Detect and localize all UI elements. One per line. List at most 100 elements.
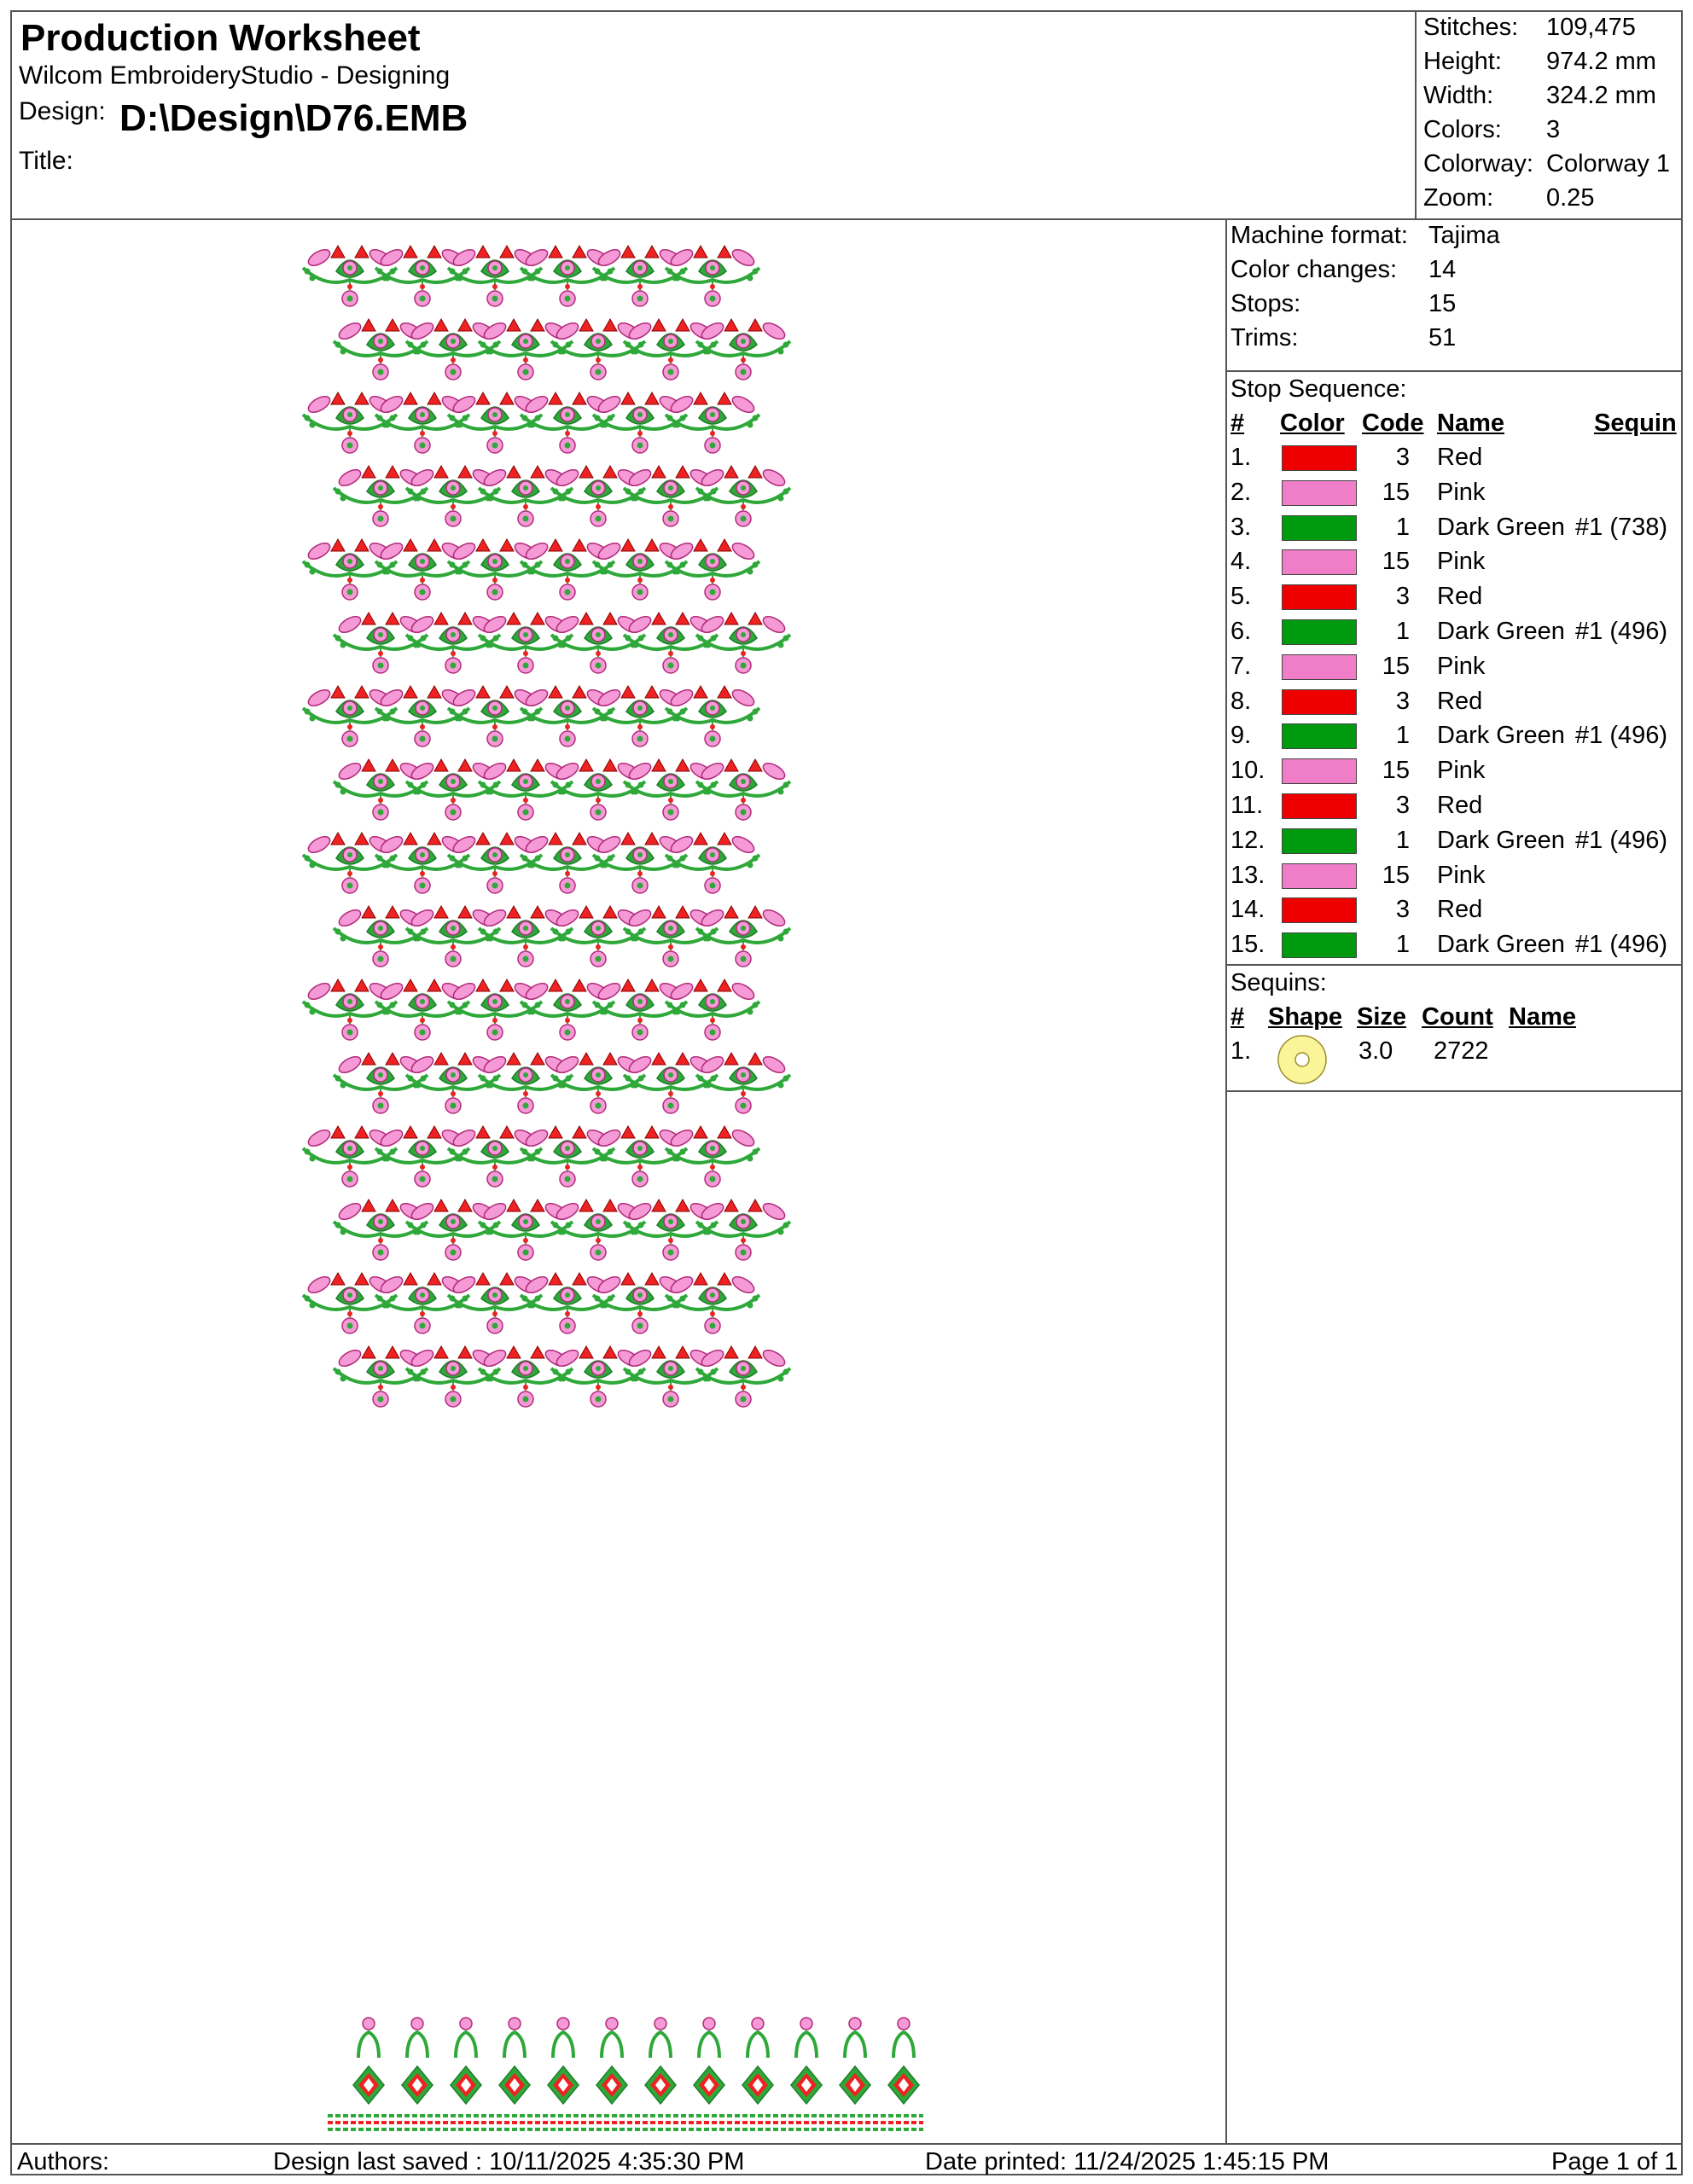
floral-border-row xyxy=(332,904,792,968)
border-diamond xyxy=(400,2016,434,2106)
stop-row-num: 8. xyxy=(1230,687,1252,715)
sequin-size: 3.0 xyxy=(1358,1037,1393,1065)
floral-motif xyxy=(301,1271,399,1335)
floral-motif xyxy=(404,611,502,675)
stop-row-code: 3 xyxy=(1395,444,1410,471)
floral-motif xyxy=(622,1198,719,1262)
worksheet-details-panel: Machine format: Tajima Color changes: 14… xyxy=(1227,220,1683,2145)
floral-motif xyxy=(519,391,616,455)
floral-motif xyxy=(446,1124,544,1188)
floral-motif xyxy=(591,1124,689,1188)
color-swatch xyxy=(1282,793,1357,819)
floral-border-row xyxy=(332,758,792,822)
floral-motif xyxy=(664,537,761,601)
stop-row-name: Dark Green xyxy=(1437,931,1565,959)
floral-motif xyxy=(519,831,616,895)
machine-info: Machine format: Tajima Color changes: 14… xyxy=(1227,220,1683,372)
color-swatch xyxy=(1282,932,1357,959)
floral-motif xyxy=(477,611,574,675)
stop-row-name: Red xyxy=(1437,896,1483,924)
stop-row-name: Pink xyxy=(1437,548,1486,576)
floral-motif xyxy=(664,1124,761,1188)
floral-border-row xyxy=(301,244,761,308)
sequin-col-name: Name xyxy=(1509,1003,1576,1031)
floral-border-row xyxy=(301,391,761,455)
floral-motif xyxy=(695,904,792,968)
color-swatch xyxy=(1282,897,1357,924)
floral-motif xyxy=(301,244,399,308)
floral-motif xyxy=(332,758,429,822)
floral-motif xyxy=(301,537,399,601)
floral-motif xyxy=(591,978,689,1042)
floral-motif xyxy=(332,1345,429,1409)
color-swatch xyxy=(1282,653,1357,680)
stop-row-code: 1 xyxy=(1395,722,1410,750)
floral-motif xyxy=(404,464,502,528)
floral-motif xyxy=(446,1271,544,1335)
floral-motif xyxy=(404,1198,502,1262)
stop-row-num: 11. xyxy=(1230,792,1264,819)
floral-border-row xyxy=(332,317,792,381)
stop-row-code: 1 xyxy=(1395,931,1410,959)
floral-motif xyxy=(591,684,689,748)
floral-motif xyxy=(591,391,689,455)
floral-motif xyxy=(622,904,719,968)
stop-row-name: Red xyxy=(1437,444,1483,471)
border-diamond xyxy=(352,2016,386,2106)
stop-row-code: 1 xyxy=(1395,513,1410,541)
stop-row-num: 5. xyxy=(1230,583,1252,611)
stop-row-code: 3 xyxy=(1395,896,1410,924)
stop-row-code: 15 xyxy=(1382,861,1410,889)
stop-row-name: Pink xyxy=(1437,861,1486,889)
worksheet-footer: Authors: Design last saved : 10/11/2025 … xyxy=(12,2145,1681,2175)
design-stats: Stitches: 109,475 Height: 974.2 mm Width… xyxy=(1415,12,1683,220)
floral-motif xyxy=(550,1198,647,1262)
border-diamond xyxy=(497,2016,532,2106)
floral-motif xyxy=(622,464,719,528)
app-name: Wilcom EmbroideryStudio - Designing xyxy=(19,61,451,90)
color-swatch xyxy=(1282,549,1357,576)
page-number: Page 1 of 1 xyxy=(1551,2148,1678,2175)
stop-row-name: Pink xyxy=(1437,478,1486,506)
floral-motif xyxy=(374,831,471,895)
stop-row-name: Pink xyxy=(1437,757,1486,785)
floral-motif xyxy=(695,1345,792,1409)
floral-motif xyxy=(374,391,471,455)
stop-row-num: 7. xyxy=(1230,652,1252,680)
floral-motif xyxy=(664,684,761,748)
floral-motif xyxy=(374,537,471,601)
color-swatch xyxy=(1282,514,1357,541)
floral-motif xyxy=(550,904,647,968)
geometric-border xyxy=(328,2016,923,2131)
floral-border-row xyxy=(332,1198,792,1262)
floral-border-row xyxy=(301,831,761,895)
floral-motif xyxy=(404,1051,502,1115)
floral-border-row xyxy=(301,1271,761,1335)
design-label: Design: xyxy=(19,97,106,125)
col-header-sequin: Sequin xyxy=(1594,410,1677,437)
floral-motif xyxy=(332,611,429,675)
floral-motif xyxy=(550,1345,647,1409)
floral-motif xyxy=(446,391,544,455)
col-header-name: Name xyxy=(1437,410,1504,437)
stop-row-num: 10. xyxy=(1230,757,1265,785)
floral-motif xyxy=(404,317,502,381)
embroidery-design-preview xyxy=(301,244,923,2131)
floral-motif xyxy=(301,831,399,895)
authors-label: Authors: xyxy=(17,2148,109,2175)
stop-sequence-title: Stop Sequence: xyxy=(1230,375,1407,403)
col-header-color: Color xyxy=(1280,410,1345,437)
stop-row-num: 4. xyxy=(1230,548,1252,576)
floral-motif xyxy=(332,904,429,968)
border-diamond xyxy=(789,2016,823,2106)
stop-row-num: 9. xyxy=(1230,722,1252,750)
floral-motif xyxy=(622,1051,719,1115)
stop-row-num: 1. xyxy=(1230,444,1252,471)
col-header-num: # xyxy=(1230,410,1245,437)
floral-motif xyxy=(477,317,574,381)
floral-motif xyxy=(477,1051,574,1115)
color-swatch xyxy=(1282,479,1357,506)
footer-divider xyxy=(12,2143,1681,2145)
stop-row-name: Dark Green xyxy=(1437,513,1565,541)
stop-row-sequin: #1 (496) xyxy=(1575,722,1668,750)
